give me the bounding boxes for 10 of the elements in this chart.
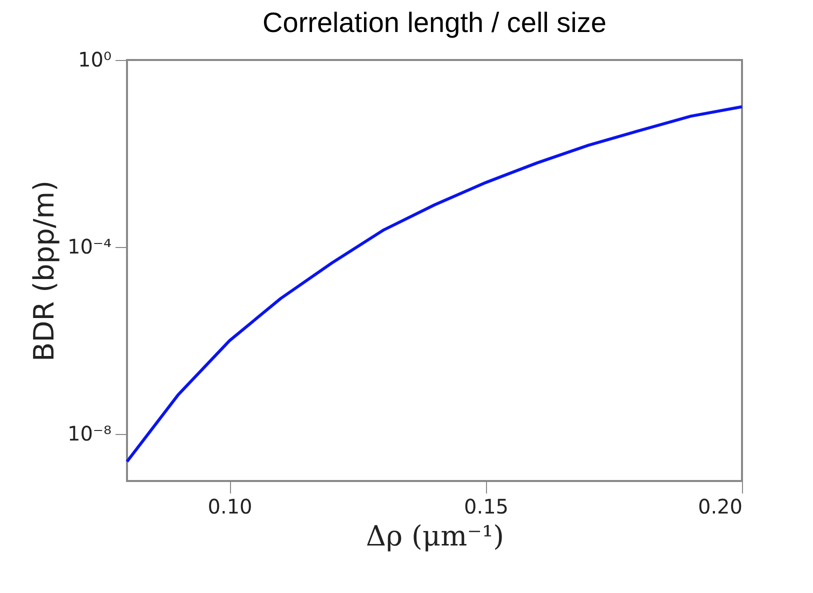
x-tick-label: 0.20 (698, 494, 742, 518)
x-tick-label: 0.15 (464, 494, 509, 518)
x-tick-label: 0.10 (208, 494, 252, 518)
y-tick-label: 10⁻⁸ (67, 422, 112, 446)
y-tick-label: 10⁰ (78, 48, 112, 72)
x-axis-title: Δρ (μm⁻¹) (366, 520, 504, 552)
chart-title: Correlation length / cell size (262, 7, 606, 38)
y-axis-title: BDR (bpp/m) (27, 180, 60, 362)
line-series (126, 105, 744, 464)
y-tick-label: 10⁻⁴ (67, 234, 112, 259)
